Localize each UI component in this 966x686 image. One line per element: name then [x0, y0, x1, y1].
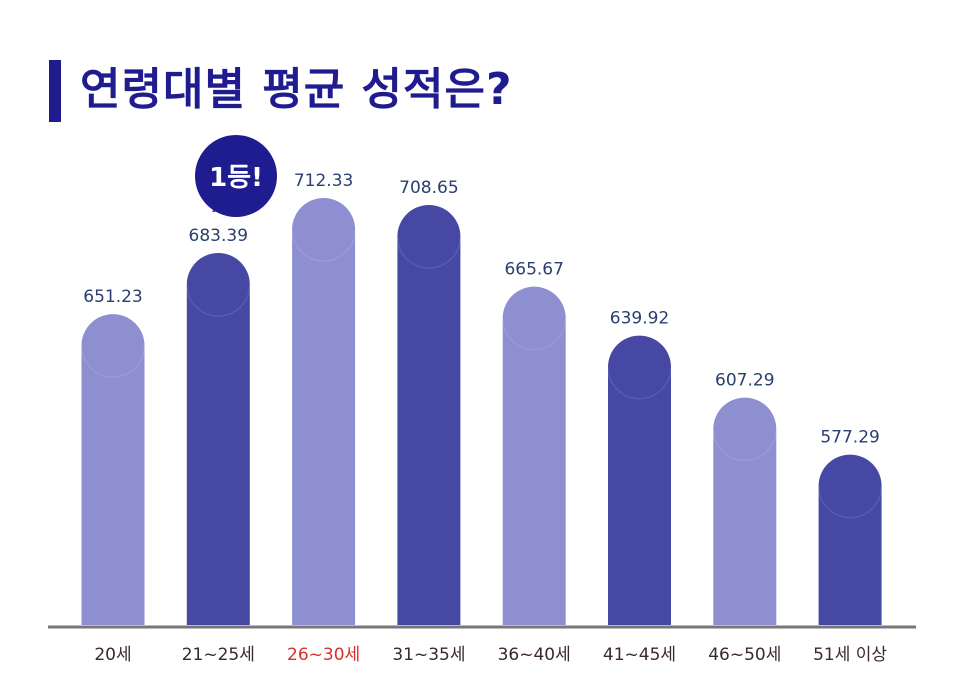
- value-label: 683.39: [189, 226, 248, 246]
- value-label: 712.33: [294, 171, 353, 191]
- category-label: 31~35세: [392, 645, 465, 665]
- bar: [186, 252, 250, 625]
- badge-text: 1등!: [209, 163, 263, 193]
- bar-cap-shade: [607, 367, 672, 400]
- value-label: 607.29: [715, 371, 774, 391]
- value-label: 708.65: [399, 178, 458, 198]
- bar: [818, 454, 882, 625]
- bar-cap-shade: [817, 486, 883, 519]
- category-labels-group: 20세 21~25세 26~30세 31~35세 36~40세 41~45세 46~50세 5…: [94, 645, 887, 665]
- category-label: 26~30세: [287, 645, 360, 665]
- badge-circle: [195, 135, 277, 217]
- rank-badge: 1등!: [195, 135, 277, 217]
- page-title: 연령대별 평균 성적은?: [80, 64, 513, 115]
- value-label: 577.29: [820, 428, 879, 448]
- bar-cap-shade: [501, 318, 567, 351]
- value-label: 665.67: [504, 260, 563, 280]
- value-label: 651.23: [83, 287, 142, 307]
- bar: [397, 204, 461, 626]
- bar: [713, 397, 777, 625]
- bar-cap-shade: [712, 429, 778, 462]
- value-labels-group: 651.23 683.39 712.33 708.65 665.67 639.92 607.…: [83, 171, 880, 448]
- title-accent-bar: [49, 60, 61, 122]
- value-label: 639.92: [610, 309, 669, 329]
- category-label: 51세 이상: [813, 645, 887, 665]
- bar-cap-shade: [396, 236, 462, 269]
- category-label: 20세: [94, 645, 131, 665]
- bars-group: [80, 198, 883, 626]
- bar: [81, 314, 145, 625]
- bar: [292, 198, 356, 626]
- category-label: 41~45세: [603, 645, 676, 665]
- category-label: 46~50세: [708, 645, 781, 665]
- category-label: 21~25세: [182, 645, 255, 665]
- category-label: 36~40세: [498, 645, 571, 665]
- bar: [502, 286, 566, 625]
- bar-cap-shade: [80, 345, 146, 378]
- bar-cap-shade: [186, 284, 251, 317]
- bar-cap-shade: [291, 229, 356, 262]
- bar: [608, 335, 671, 625]
